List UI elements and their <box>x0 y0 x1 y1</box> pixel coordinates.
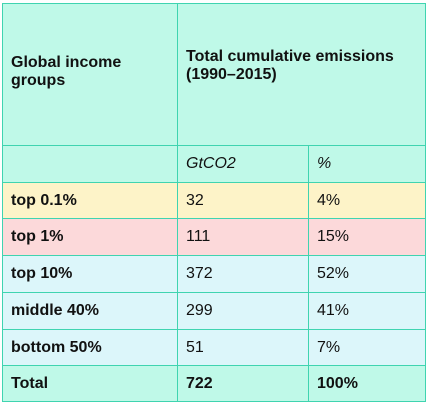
row-group: top 1% <box>2 218 178 256</box>
table-row-total: Total 722 100% <box>2 365 427 402</box>
table-row-top-0-1: top 0.1% 32 4% <box>2 182 427 219</box>
emissions-table-container: Global income groups Total cumulative em… <box>2 3 427 402</box>
emissions-table: Global income groups Total cumulative em… <box>2 3 427 402</box>
header-global-income-groups: Global income groups <box>2 3 178 146</box>
subheader-empty <box>2 145 178 183</box>
row-gtco2: 299 <box>177 292 309 330</box>
row-percent: 7% <box>307 329 427 366</box>
row-group: middle 40% <box>2 292 178 330</box>
row-group: bottom 50% <box>2 329 178 366</box>
table-row-middle-40: middle 40% 299 41% <box>2 292 427 330</box>
row-percent: 15% <box>307 218 427 256</box>
total-gtco2: 722 <box>177 365 309 402</box>
row-gtco2: 51 <box>177 329 309 366</box>
subheader-row: GtCO2 % <box>2 145 427 183</box>
total-label: Total <box>2 365 178 402</box>
total-percent: 100% <box>307 365 427 402</box>
row-gtco2: 111 <box>177 218 309 256</box>
row-group: top 10% <box>2 255 178 293</box>
row-percent: 52% <box>307 255 427 293</box>
table-row-top-1: top 1% 111 15% <box>2 218 427 256</box>
table-row-top-10: top 10% 372 52% <box>2 255 427 293</box>
row-gtco2: 32 <box>177 182 309 219</box>
header-total-cumulative-emissions: Total cumulative emissions (1990–2015) <box>176 3 427 146</box>
header-row: Global income groups Total cumulative em… <box>2 3 427 146</box>
row-percent: 4% <box>307 182 427 219</box>
table-row-bottom-50: bottom 50% 51 7% <box>2 329 427 366</box>
subheader-percent: % <box>307 145 427 183</box>
row-group: top 0.1% <box>2 182 178 219</box>
subheader-gtco2: GtCO2 <box>177 145 309 183</box>
row-gtco2: 372 <box>177 255 309 293</box>
row-percent: 41% <box>307 292 427 330</box>
